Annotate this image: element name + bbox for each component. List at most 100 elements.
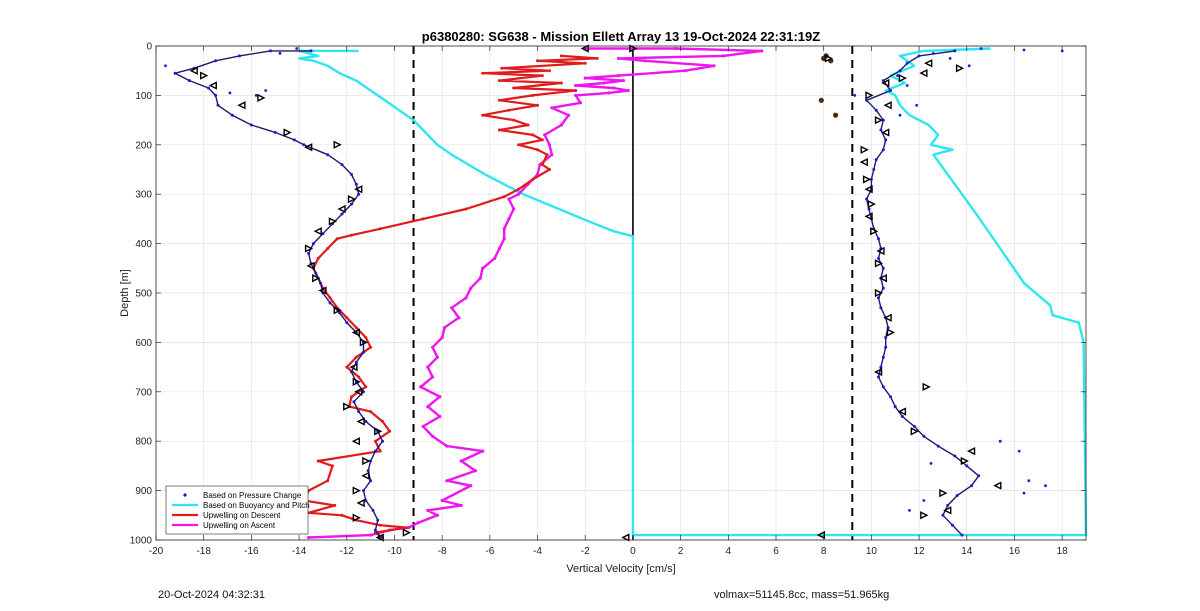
upwelling-ascent-point (440, 498, 444, 503)
upwelling-ascent-point (621, 79, 626, 83)
triangle-marker (873, 367, 883, 377)
upwelling-descent-point (350, 395, 353, 399)
upwelling-descent-point (536, 103, 539, 107)
upwelling-ascent-point (617, 56, 621, 61)
upwelling-ascent-point (493, 256, 497, 260)
triangle-marker (352, 377, 361, 387)
upwelling-descent-point (345, 365, 349, 369)
upwelling-descent-point (364, 336, 368, 339)
triangle-marker (960, 456, 969, 466)
pressure-descent-point (238, 54, 241, 58)
upwelling-ascent-point (481, 266, 485, 270)
legend-item-buoyancy-pitch: Based on Buoyancy and Pitch (172, 501, 310, 510)
triangle-marker (897, 407, 907, 416)
upwelling-descent-point (583, 61, 587, 65)
upwelling-ascent-point (507, 217, 511, 221)
pressure-ascent-point (941, 513, 945, 517)
pressure-descent-point (214, 59, 218, 63)
upwelling-ascent-point (438, 414, 442, 419)
pressure-descent-point (340, 163, 344, 167)
pressure-ascent-point (898, 69, 902, 73)
pressure-descent-point (362, 390, 365, 394)
triangle-marker (886, 328, 896, 337)
upwelling-descent-point (421, 217, 425, 221)
pressure-descent-point (269, 49, 272, 53)
pressure-ascent-point (877, 237, 880, 241)
upwelling-ascent-point (550, 106, 554, 110)
upwelling-ascent-point (419, 385, 423, 389)
upwelling-ascent-point (435, 513, 439, 517)
upwelling-descent-point (404, 526, 408, 530)
pressure-ascent-point (912, 424, 916, 428)
pressure-scatter-point (1022, 48, 1026, 52)
triangle-marker (864, 212, 873, 221)
triangle-marker (881, 78, 890, 88)
upwelling-ascent-point (502, 227, 506, 231)
triangle-marker (816, 530, 826, 540)
pressure-descent-point (362, 489, 365, 493)
pressure-ascent-point (900, 415, 904, 418)
triangle-marker (257, 93, 266, 103)
pressure-ascent-point (884, 345, 888, 349)
pressure-ascent-point (936, 444, 940, 448)
upwelling-ascent-point (626, 88, 630, 93)
upwelling-descent-point (500, 66, 504, 70)
pressure-descent-point (314, 271, 318, 275)
pressure-descent-point (381, 439, 384, 443)
pressure-scatter-point (905, 84, 909, 87)
pressure-scatter-point (898, 113, 902, 117)
y-tick-label: 600 (135, 338, 152, 349)
pressure-descent-point (350, 172, 353, 176)
pressure-descent-point (357, 410, 361, 414)
upwelling-descent-point (328, 296, 332, 300)
y-tick-label: 200 (135, 140, 152, 151)
y-axis-label: Depth [m] (119, 269, 131, 317)
pressure-scatter-point (998, 439, 1002, 443)
upwelling-ascent-point (478, 276, 482, 280)
pressure-ascent-point (884, 138, 888, 142)
upwelling-ascent-point (426, 405, 430, 409)
upwelling-descent-point (595, 56, 599, 60)
triangle-marker (359, 338, 369, 347)
upwelling-ascent-point (538, 163, 542, 167)
legend-label: Based on Pressure Change (203, 491, 302, 500)
triangle-marker (362, 456, 371, 466)
upwelling-descent-point (357, 375, 361, 379)
upwelling-descent-point (364, 385, 368, 389)
upwelling-ascent-point (459, 503, 463, 507)
upwelling-ascent-point (578, 101, 583, 105)
pressure-descent-point (364, 419, 368, 423)
pressure-descent-point (376, 518, 380, 522)
pressure-descent-point (214, 93, 218, 97)
pressure-ascent-point (965, 464, 969, 468)
pressure-descent-point (302, 143, 306, 147)
triangle-marker (352, 513, 361, 522)
pressure-ascent-point (881, 355, 885, 359)
upwelling-ascent-point (502, 237, 506, 241)
pressure-descent-point (273, 130, 277, 134)
x-tick-label: 14 (961, 546, 973, 557)
upwelling-descent-point (531, 133, 535, 137)
pressure-descent-point (354, 360, 358, 364)
upwelling-ascent-point (469, 286, 473, 290)
upwelling-descent-point (378, 449, 382, 453)
upwelling-ascent-point (721, 54, 726, 58)
y-tick-label: 500 (135, 289, 152, 300)
triangle-marker (349, 362, 358, 372)
x-axis-label: Vertical Velocity [cm/s] (566, 563, 675, 575)
x-tick-label: 2 (678, 546, 684, 557)
triangle-marker (870, 227, 879, 236)
triangle-marker (966, 446, 976, 456)
x-tick-label: -6 (485, 546, 494, 557)
pressure-ascent-point (955, 494, 959, 497)
pressure-ascent-point (874, 108, 878, 112)
x-tick-label: -16 (244, 546, 259, 557)
pressure-ascent-point (865, 98, 869, 102)
triangle-marker (939, 488, 948, 498)
triangle-marker (883, 313, 892, 322)
upwelling-ascent-point (438, 395, 442, 399)
upwelling-descent-point (464, 207, 468, 211)
upwelling-descent-point (536, 59, 539, 63)
upwelling-ascent-point (445, 479, 449, 483)
